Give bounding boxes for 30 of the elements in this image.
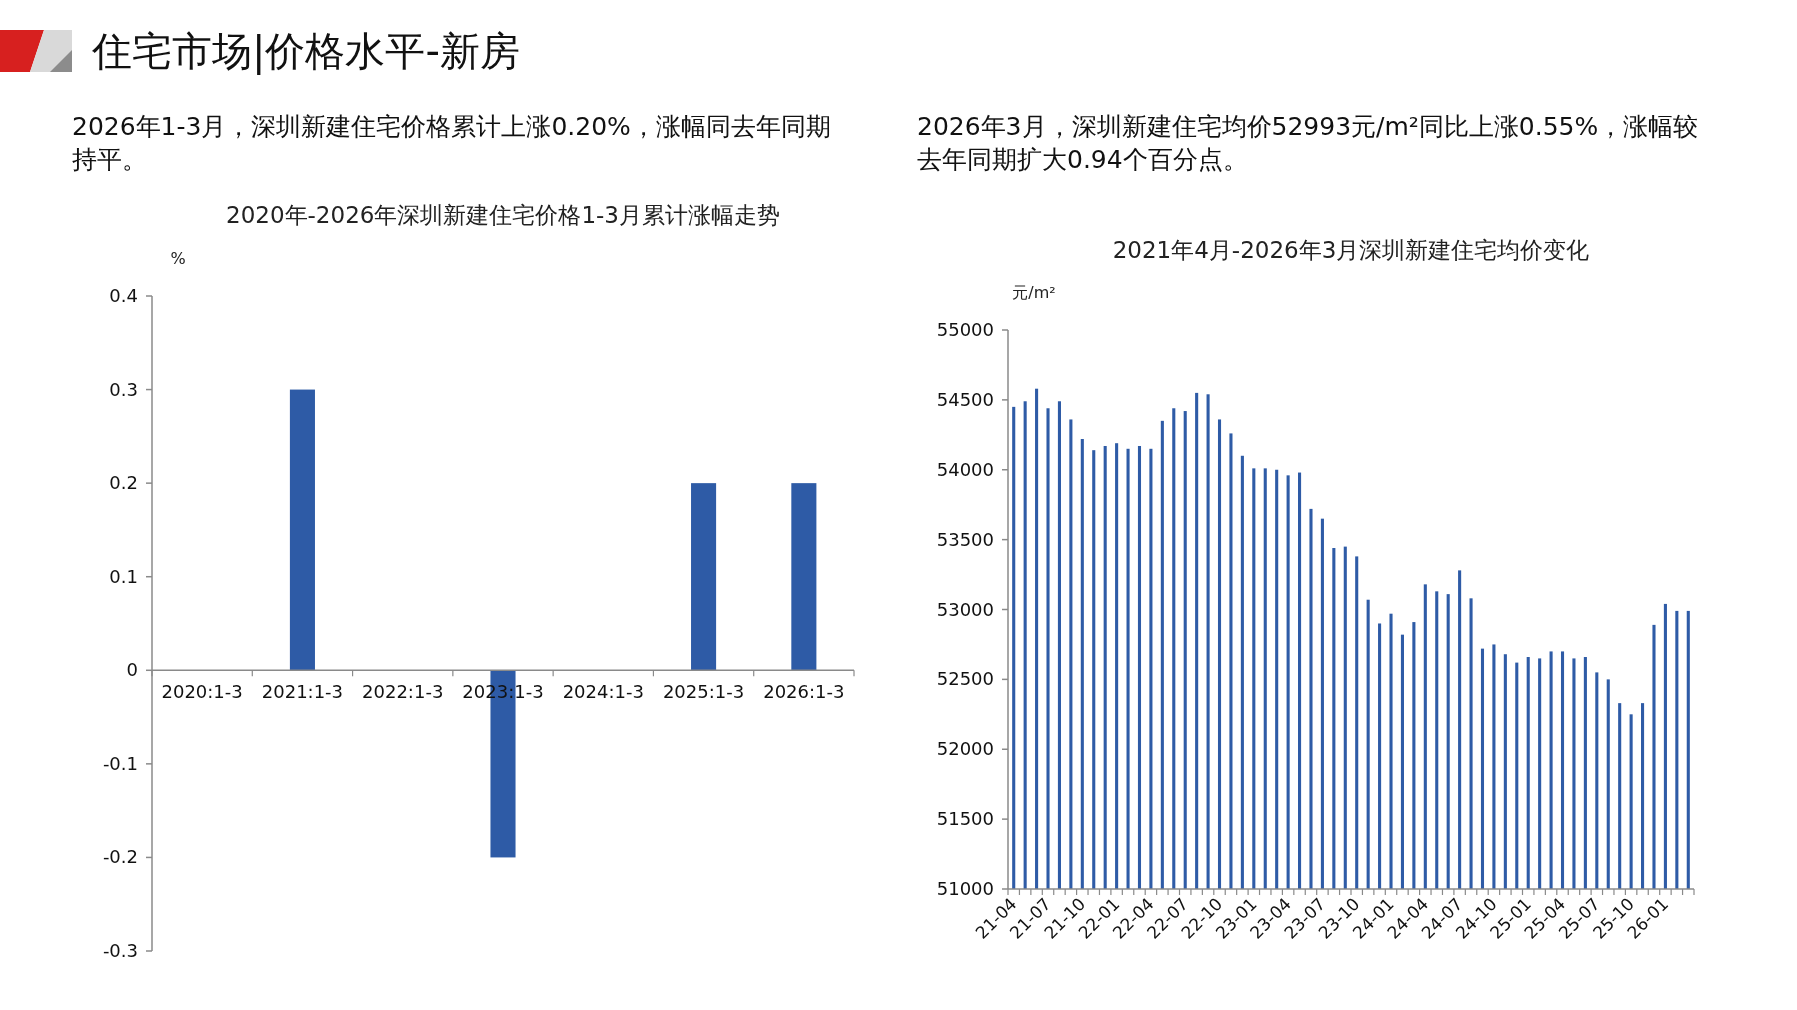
ytick: 0 xyxy=(126,659,138,681)
ytick: 54000 xyxy=(936,458,994,480)
xtick: 2022:1-3 xyxy=(362,681,444,703)
ytick: 53500 xyxy=(936,528,994,550)
ytick: 51000 xyxy=(936,878,994,899)
ytick: 0.4 xyxy=(109,285,138,306)
ytick: -0.1 xyxy=(102,752,138,774)
ytick: -0.3 xyxy=(102,940,138,961)
ylabel: % xyxy=(170,249,186,268)
title: 2020年-2026年深圳新建住宅价格1-3月累计涨幅走势 xyxy=(226,202,780,228)
title: 2021年4月-2026年3月深圳新建住宅均价变化 xyxy=(1112,237,1590,263)
ytick: 52500 xyxy=(936,668,994,690)
ytick: 51500 xyxy=(936,808,994,830)
xtick: 2024:1-3 xyxy=(562,681,644,703)
ytick: 0.3 xyxy=(109,378,138,400)
annotation: 2026年1-3月，深圳新建住宅价格累计上涨0.20%，涨幅同去年同期持平。 xyxy=(72,111,832,176)
annotation: 2026年3月，深圳新建住宅均价52993元/m²同比上涨0.55%，涨幅较去年同期扩大0.94个百分点。 xyxy=(917,111,1700,176)
ytick: -0.2 xyxy=(102,846,138,868)
ytick: 55000 xyxy=(936,319,994,340)
xtick: 2025:1-3 xyxy=(662,681,745,703)
xtick: 2021:1-3 xyxy=(261,681,344,703)
ytick: 0.1 xyxy=(109,565,138,587)
ytick: 52000 xyxy=(936,738,994,760)
xtick: 2026:1-3 xyxy=(763,681,845,703)
ytick: 0.2 xyxy=(109,472,138,494)
ytick: 53000 xyxy=(936,598,994,620)
xtick: 2020:1-3 xyxy=(161,681,243,703)
ylabel: 元/m² xyxy=(1012,283,1056,302)
title: 住宅市场|价格水平-新房 xyxy=(92,28,520,74)
ytick: 54500 xyxy=(936,388,994,410)
